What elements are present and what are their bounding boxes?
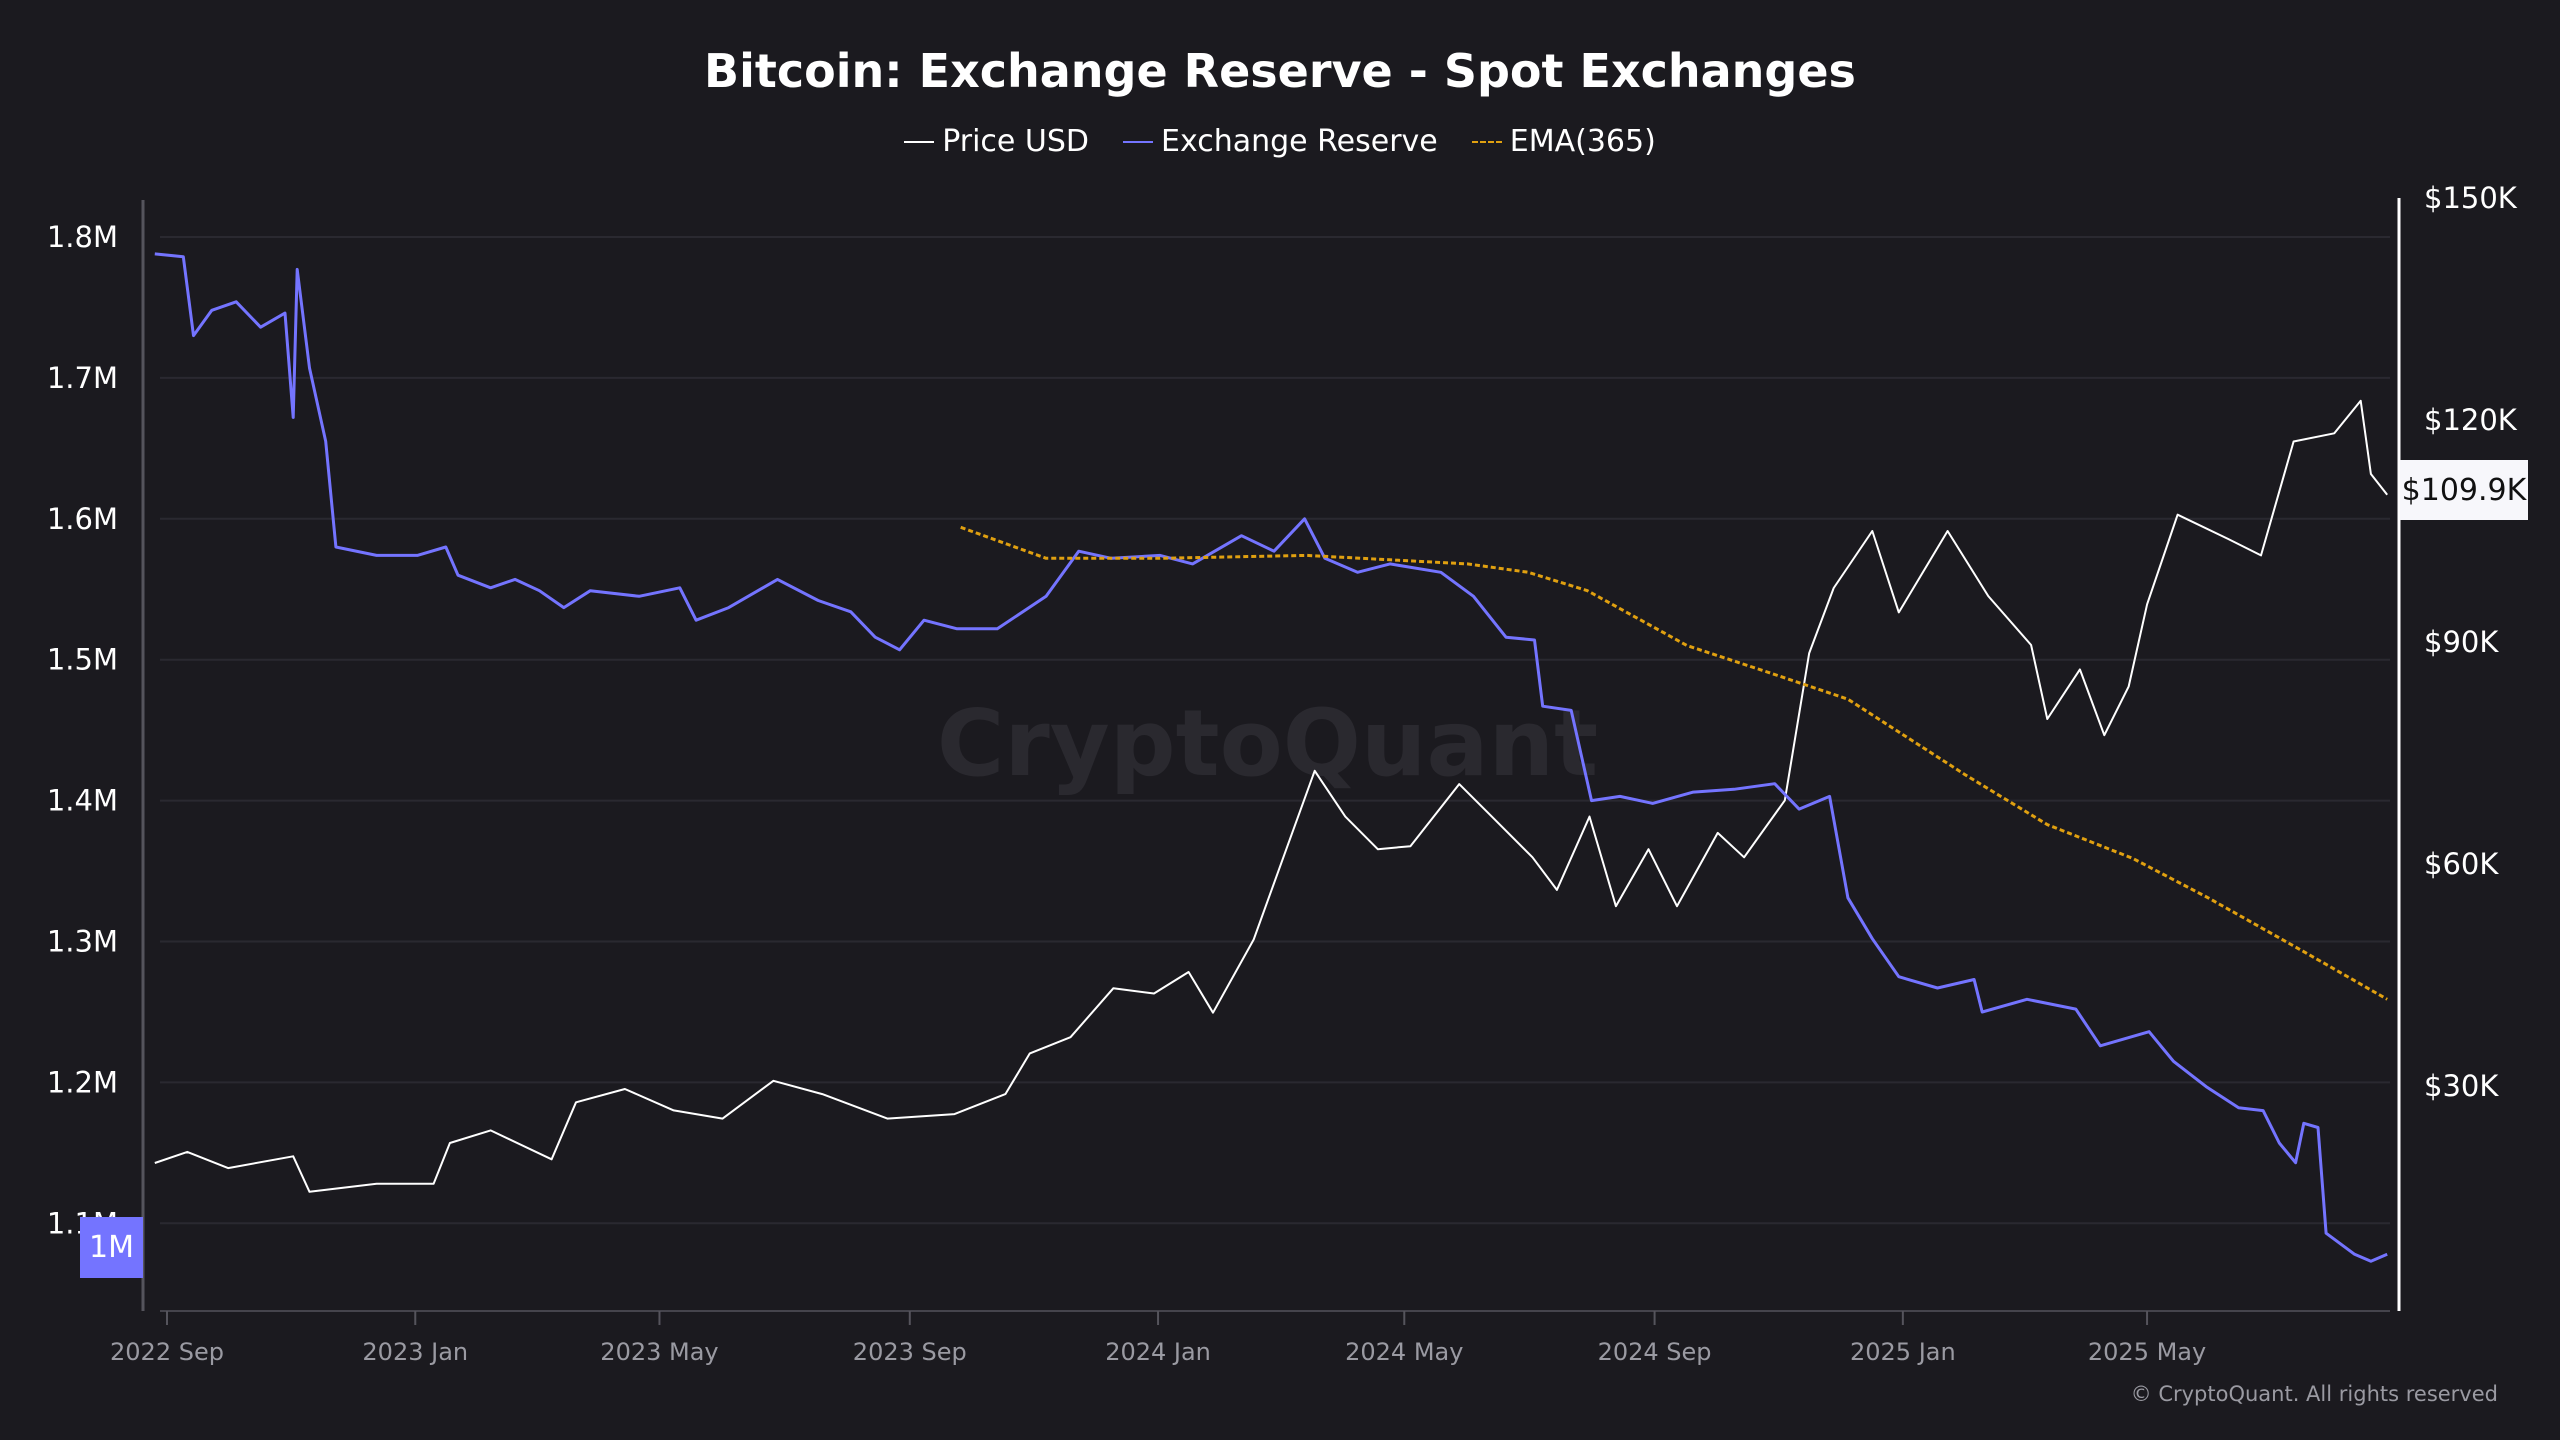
y-right-tick-label: $30K xyxy=(2424,1069,2499,1103)
price-swatch xyxy=(904,140,935,143)
x-tick-label: 2023 Jan xyxy=(362,1338,468,1366)
x-tick-label: 2024 Jan xyxy=(1105,1338,1211,1366)
legend-item-ema[interactable]: EMA(365) xyxy=(1471,124,1656,159)
y-left-tick-label: 1.8M xyxy=(47,220,118,254)
y-left-tick-label: 1.3M xyxy=(47,925,118,959)
x-tick-label: 2023 Sep xyxy=(853,1338,967,1366)
legend-label-ema: EMA(365) xyxy=(1509,124,1656,159)
legend-label-reserve: Exchange Reserve xyxy=(1161,124,1438,159)
chart-title: Bitcoin: Exchange Reserve - Spot Exchang… xyxy=(704,44,1856,98)
reserve-swatch xyxy=(1123,140,1154,143)
y-left-tick-label: 1.6M xyxy=(47,502,118,536)
y-right-tick-label: $90K xyxy=(2424,625,2499,659)
price-usd-line xyxy=(154,399,2388,1193)
x-tick-label: 2022 Sep xyxy=(110,1338,224,1366)
y-right-tick-label: $60K xyxy=(2424,847,2499,881)
exchange-reserve-line xyxy=(154,252,2388,1263)
last-price-badge: $109.9K xyxy=(2400,460,2528,520)
y-left-tick-label: 1.4M xyxy=(47,784,118,818)
x-tick-label: 2024 Sep xyxy=(1598,1338,1712,1366)
legend: Price USD Exchange Reserve EMA(365) xyxy=(0,124,2560,159)
y-left-tick-label: 1.5M xyxy=(47,643,118,677)
x-tick-label: 2023 May xyxy=(600,1338,718,1366)
y-left-tick-label: 1.2M xyxy=(47,1065,118,1099)
x-tick-label: 2025 May xyxy=(2088,1338,2206,1366)
ema-365-line xyxy=(960,525,2388,1001)
x-tick-label: 2024 May xyxy=(1345,1338,1463,1366)
left-axis-badge: 1M xyxy=(80,1217,143,1278)
legend-item-reserve[interactable]: Exchange Reserve xyxy=(1123,124,1438,159)
y-left-tick-label: 1.7M xyxy=(47,361,118,395)
ema-swatch xyxy=(1471,140,1502,143)
y-right-tick-label: $150K xyxy=(2424,181,2518,215)
legend-label-price: Price USD xyxy=(942,124,1090,159)
copyright: © CryptoQuant. All rights reserved xyxy=(2130,1382,2498,1406)
y-right-tick-label: $120K xyxy=(2424,403,2518,437)
x-tick-label: 2025 Jan xyxy=(1850,1338,1956,1366)
watermark: CryptoQuant xyxy=(936,690,1599,797)
legend-item-price[interactable]: Price USD xyxy=(904,124,1089,159)
